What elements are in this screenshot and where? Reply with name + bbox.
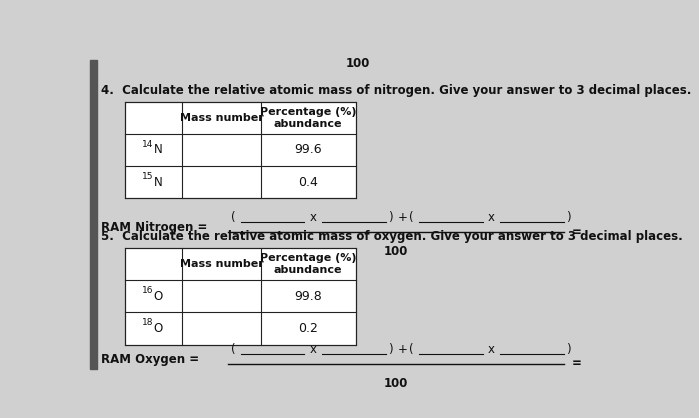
Text: 4.  Calculate the relative atomic mass of nitrogen. Give your answer to 3 decima: 4. Calculate the relative atomic mass of… [101, 84, 691, 97]
Text: O: O [154, 290, 163, 303]
Text: 100: 100 [384, 377, 408, 390]
Text: (: ( [231, 343, 236, 356]
Bar [125, 102, 356, 198]
Text: 100: 100 [346, 56, 370, 70]
Text: ): ) [566, 211, 571, 224]
Text: ): ) [566, 343, 571, 356]
Text: (: ( [231, 211, 236, 224]
Text: Percentage (%)
abundance: Percentage (%) abundance [260, 253, 356, 275]
Text: RAM Nitrogen =: RAM Nitrogen = [101, 221, 208, 234]
Text: Percentage (%)
abundance: Percentage (%) abundance [260, 107, 356, 129]
Text: 14: 14 [142, 140, 153, 149]
Text: 16: 16 [141, 286, 153, 295]
Bar [125, 248, 356, 345]
Text: x: x [310, 343, 317, 356]
Text: 15: 15 [141, 172, 153, 181]
Text: Mass number: Mass number [180, 259, 264, 269]
Text: +: + [398, 343, 408, 356]
Text: x: x [488, 343, 495, 356]
Text: x: x [488, 211, 495, 224]
Text: RAM Oxygen =: RAM Oxygen = [101, 353, 199, 366]
Text: 5.  Calculate the relative atomic mass of oxygen. Give your answer to 3 decimal : 5. Calculate the relative atomic mass of… [101, 230, 683, 243]
Text: 99.8: 99.8 [294, 290, 322, 303]
Text: +: + [398, 211, 408, 224]
Text: x: x [310, 211, 317, 224]
Text: (: ( [409, 343, 414, 356]
Text: O: O [154, 322, 163, 335]
Text: 0.2: 0.2 [298, 322, 318, 335]
Text: 18: 18 [141, 318, 153, 327]
Text: 99.6: 99.6 [294, 143, 322, 156]
Text: ): ) [389, 211, 393, 224]
Text: =: = [572, 225, 582, 239]
Text: (: ( [409, 211, 414, 224]
Text: N: N [154, 176, 162, 189]
Bar [90, 60, 96, 369]
Text: =: = [572, 357, 582, 370]
Text: 0.4: 0.4 [298, 176, 318, 189]
Text: N: N [154, 143, 162, 156]
Text: Mass number: Mass number [180, 113, 264, 123]
Text: 100: 100 [384, 245, 408, 258]
Text: ): ) [389, 343, 393, 356]
